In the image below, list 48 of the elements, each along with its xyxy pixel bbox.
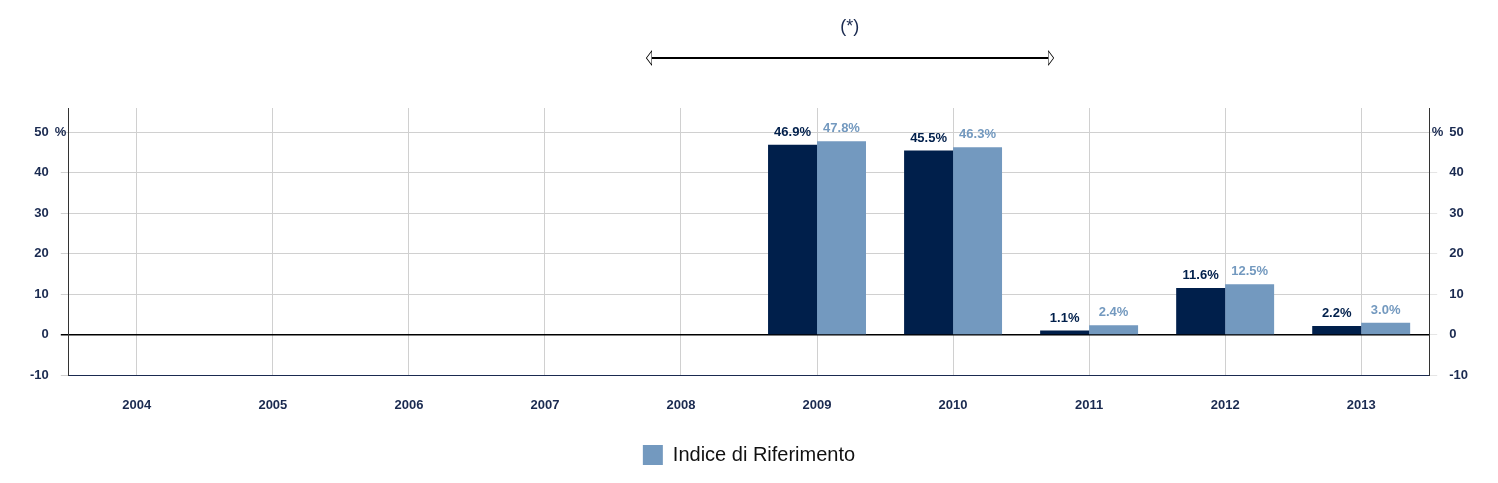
- data-label: 45.5%: [910, 129, 948, 145]
- y-axis-title: %: [54, 123, 67, 139]
- x-tick-label: 2012: [1210, 396, 1240, 412]
- bar: [904, 150, 954, 335]
- x-tick-label: 2005: [258, 396, 288, 412]
- bar: [1040, 330, 1090, 335]
- bar: [1089, 325, 1139, 335]
- text: (*): [839, 16, 861, 37]
- x-tick-label: 2009: [802, 396, 832, 412]
- x-tick-label: 2004: [122, 396, 153, 412]
- data-label: 47.8%: [823, 120, 861, 136]
- data-label: 2.2%: [1321, 305, 1352, 321]
- y2-tick-label: 0: [1449, 326, 1457, 342]
- data-label: 11.6%: [1182, 266, 1220, 282]
- bar: [1225, 284, 1275, 335]
- y2-tick-label: 10: [1449, 285, 1464, 301]
- legend-label: Indice di Riferimento: [672, 442, 856, 465]
- bar: [1361, 322, 1411, 335]
- y-tick-label: 0: [41, 326, 49, 342]
- data-label: 2.4%: [1098, 304, 1129, 320]
- data-label: 46.9%: [774, 123, 812, 139]
- y2-tick-label: 30: [1449, 204, 1464, 220]
- data-label: 3.0%: [1370, 301, 1401, 317]
- data-label: 1.1%: [1049, 309, 1080, 325]
- x-tick-label: 2006: [394, 396, 424, 412]
- y2-tick-label: -10: [1449, 366, 1469, 382]
- x-tick-label: 2007: [530, 396, 560, 412]
- y-tick-label: 20: [34, 245, 49, 261]
- y2-tick-label: 50: [1449, 123, 1464, 139]
- bar: [768, 144, 818, 335]
- bar: [1176, 287, 1226, 335]
- data-label: 46.3%: [959, 126, 997, 142]
- x-tick-label: 2010: [938, 396, 968, 412]
- bar: [1312, 325, 1362, 335]
- y-tick-label: -10: [29, 366, 49, 382]
- bar: [817, 141, 866, 335]
- y2-tick-label: 20: [1449, 245, 1464, 261]
- y-tick-label: 10: [34, 285, 49, 301]
- y-tick-label: 50: [34, 123, 49, 139]
- y2-tick-label: 40: [1449, 164, 1464, 180]
- x-tick-label: 2013: [1346, 396, 1376, 412]
- x-tick-label: 2011: [1075, 396, 1104, 412]
- x-tick-label: 2008: [666, 396, 696, 412]
- y2-axis-title: %: [1431, 123, 1444, 139]
- y-tick-label: 40: [34, 164, 49, 180]
- y-tick-label: 30: [34, 204, 49, 220]
- data-label: 12.5%: [1231, 263, 1269, 279]
- bar: [953, 147, 1003, 335]
